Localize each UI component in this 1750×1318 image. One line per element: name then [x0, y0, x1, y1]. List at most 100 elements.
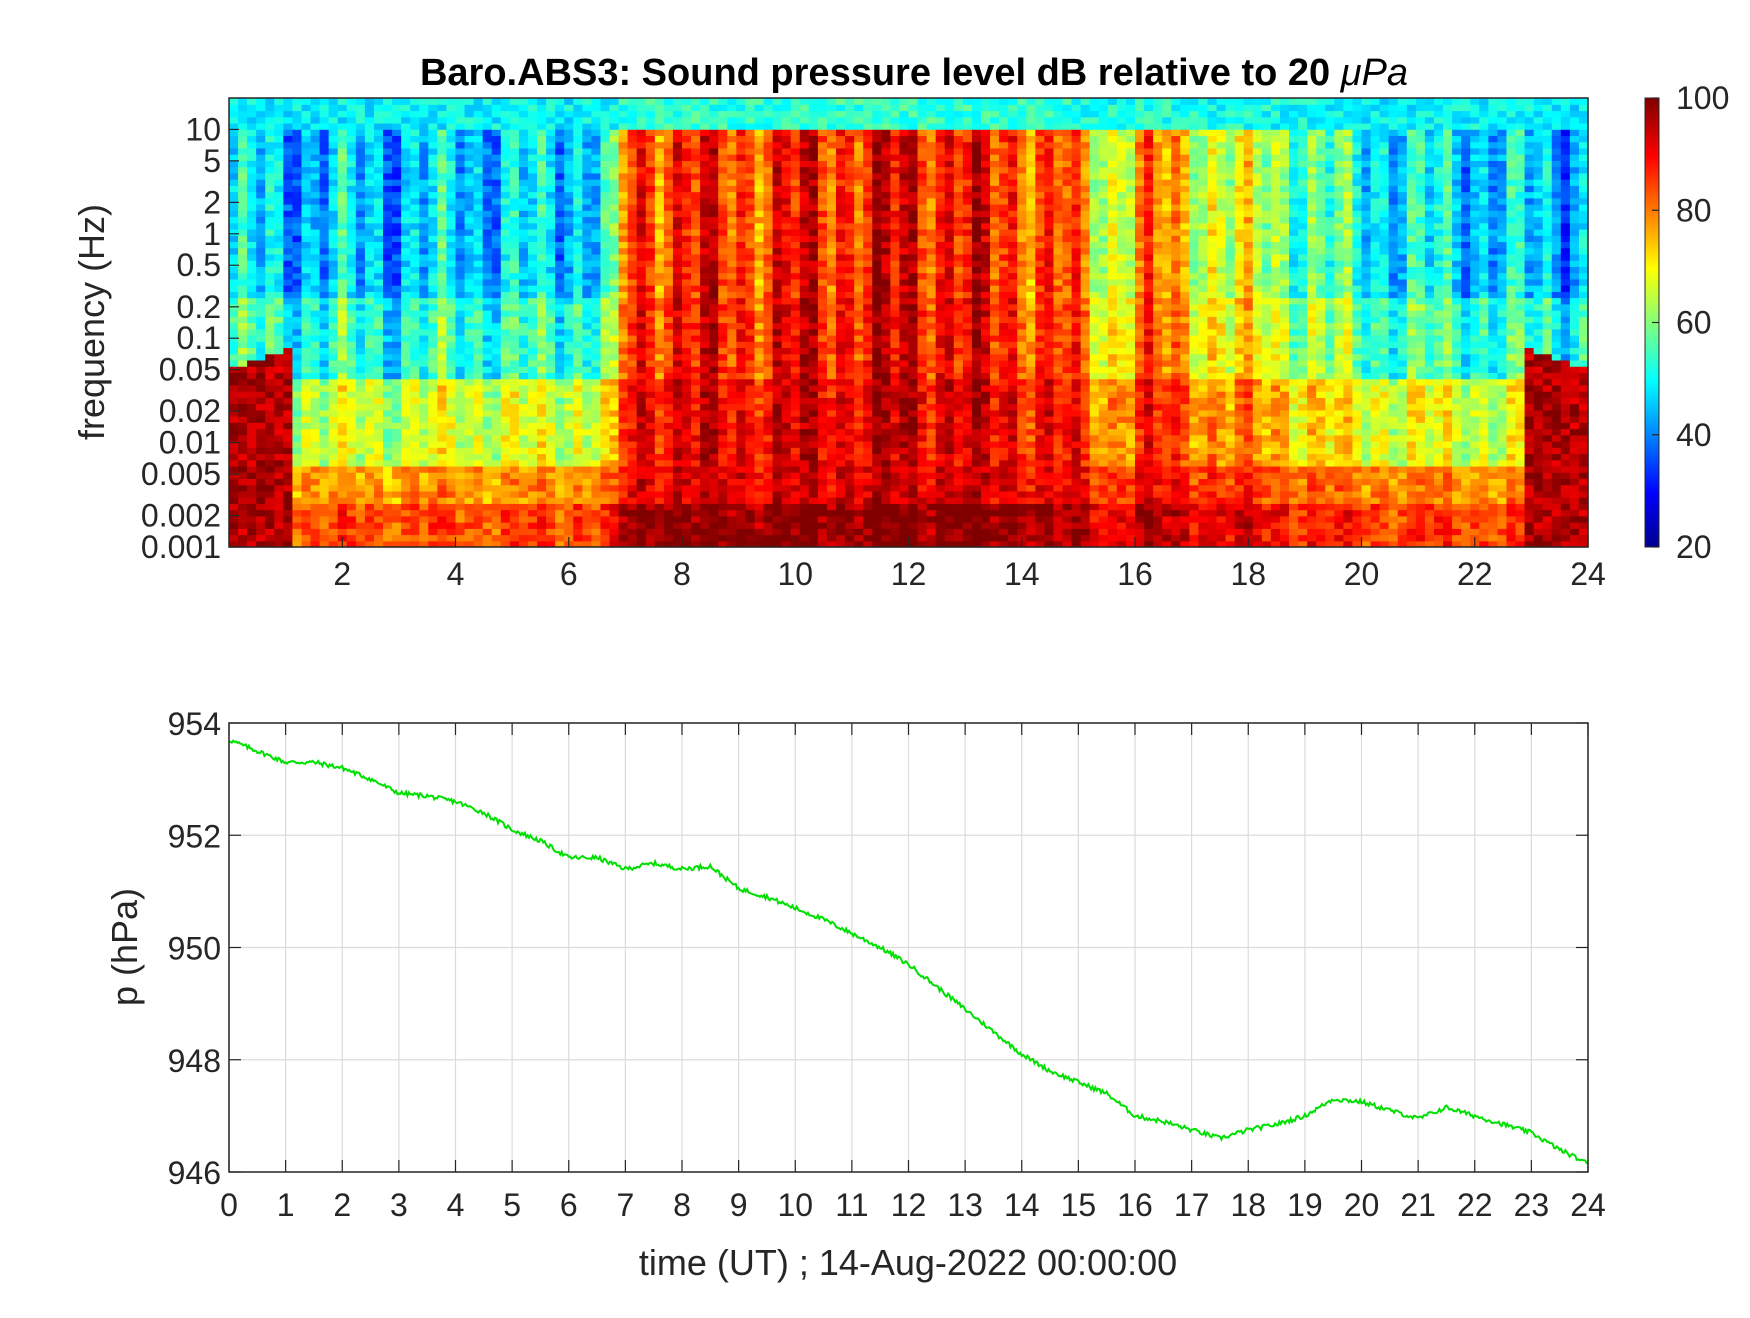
spectrogram-cell	[319, 122, 330, 130]
spectrogram-cell	[310, 141, 321, 149]
spectrogram-cell	[600, 303, 611, 311]
spectrogram-cell	[591, 297, 602, 305]
spectrogram-cell	[301, 166, 312, 174]
spectrogram-cell	[428, 353, 438, 361]
spectrogram-cell	[437, 447, 448, 455]
spectrogram-cell	[654, 191, 665, 199]
spectrogram-cell	[808, 384, 819, 392]
spectrogram-cell	[754, 272, 765, 280]
spectrogram-cell	[600, 241, 611, 249]
spectrogram-cell	[229, 409, 239, 417]
spectrogram-cell	[709, 285, 719, 292]
spectrogram-cell	[328, 197, 339, 205]
spectrogram-cell	[446, 540, 457, 548]
spectrogram-cell	[355, 191, 366, 199]
spectrogram-cell	[817, 147, 828, 155]
spectrogram-cell	[672, 459, 683, 467]
spectrogram-cell	[663, 272, 674, 280]
spectrogram-cell	[256, 534, 266, 542]
spectrogram-cell	[609, 216, 620, 224]
spectrogram-cell	[247, 235, 257, 243]
spectrogram-cell	[772, 141, 783, 149]
spectrogram-cell	[410, 285, 420, 292]
spectrogram-cell	[410, 440, 420, 448]
spectrogram-cell	[700, 484, 710, 492]
spectrogram-cell	[555, 453, 565, 461]
spectrogram-cell	[527, 297, 538, 305]
spectrogram-cell	[383, 166, 393, 174]
spectrogram-cell	[826, 522, 837, 529]
spectrogram-cell	[582, 322, 592, 330]
spectrogram-cell	[401, 272, 411, 280]
spectrogram-cell	[600, 285, 611, 292]
spectrogram-cell	[817, 204, 828, 211]
spectrogram-cell	[292, 135, 303, 143]
spectrogram-cell	[546, 416, 556, 423]
spectrogram-cell	[582, 247, 592, 255]
spectrogram-cell	[527, 291, 538, 299]
spectrogram-cell	[772, 216, 783, 224]
spectrogram-cell	[265, 104, 275, 112]
spectrogram-cell	[355, 540, 366, 548]
spectrogram-cell	[527, 147, 538, 155]
spectrogram-cell	[627, 484, 638, 492]
spectrogram-cell	[373, 185, 384, 193]
spectrogram-cell	[410, 216, 420, 224]
spectrogram-cell	[355, 222, 366, 230]
spectrogram-cell	[229, 228, 239, 236]
spectrogram-cell	[446, 341, 457, 349]
spectrogram-cell	[473, 484, 484, 492]
spectrogram-cell	[654, 341, 665, 349]
spectrogram-cell	[500, 478, 511, 486]
spectrogram-cell	[509, 372, 520, 380]
spectrogram-cell	[663, 522, 674, 529]
spectrogram-cell	[627, 278, 638, 286]
spectrogram-cell	[455, 122, 466, 130]
spectrogram-cell	[582, 129, 592, 137]
spectrogram-cell	[301, 403, 312, 411]
spectrogram-cell	[808, 434, 819, 442]
spectrogram-cell	[799, 453, 810, 461]
spectrogram-cell	[636, 129, 647, 137]
spectrogram-cell	[346, 347, 357, 355]
spectrogram-cell	[256, 135, 266, 143]
spectrogram-cell	[419, 260, 429, 267]
spectrogram-cell	[636, 497, 647, 504]
spectrogram-cell	[826, 191, 837, 199]
spectrogram-cell	[817, 334, 828, 342]
spectrogram-cell	[826, 278, 837, 286]
spectrogram-cell	[518, 359, 529, 367]
spectrogram-cell	[582, 285, 592, 292]
spectrogram-cell	[518, 191, 529, 199]
spectrogram-cell	[555, 129, 565, 137]
spectrogram-cell	[591, 459, 602, 467]
spectrogram-cell	[346, 216, 357, 224]
spectrogram-cell	[373, 241, 384, 249]
spectrogram-cell	[564, 160, 574, 168]
spectrogram-cell	[727, 403, 737, 411]
spectrogram-cell	[618, 490, 629, 498]
spectrogram-cell	[292, 540, 303, 548]
spectrogram-cell	[600, 472, 611, 480]
spectrogram-cell	[609, 397, 620, 405]
spectrogram-cell	[319, 497, 330, 504]
spectrogram-cell	[582, 210, 592, 218]
spectrogram-cell	[817, 534, 828, 542]
spectrogram-cell	[636, 260, 647, 267]
spectrogram-cell	[727, 384, 737, 392]
spectrogram-cell	[763, 191, 774, 199]
spectrogram-cell	[555, 135, 565, 143]
spectrogram-cell	[437, 266, 448, 274]
spectrogram-cell	[319, 403, 330, 411]
spectrogram-cell	[709, 166, 719, 174]
spectrogram-cell	[808, 160, 819, 168]
spectrogram-cell	[573, 472, 583, 480]
spectrogram-cell	[482, 465, 493, 473]
spectrogram-cell	[310, 422, 321, 430]
spectrogram-cell	[618, 497, 629, 504]
spectrogram-cell	[564, 522, 574, 529]
spectrogram-cell	[682, 428, 692, 436]
spectrogram-cell	[428, 204, 438, 211]
spectrogram-cell	[754, 428, 765, 436]
spectrogram-cell	[527, 216, 538, 224]
